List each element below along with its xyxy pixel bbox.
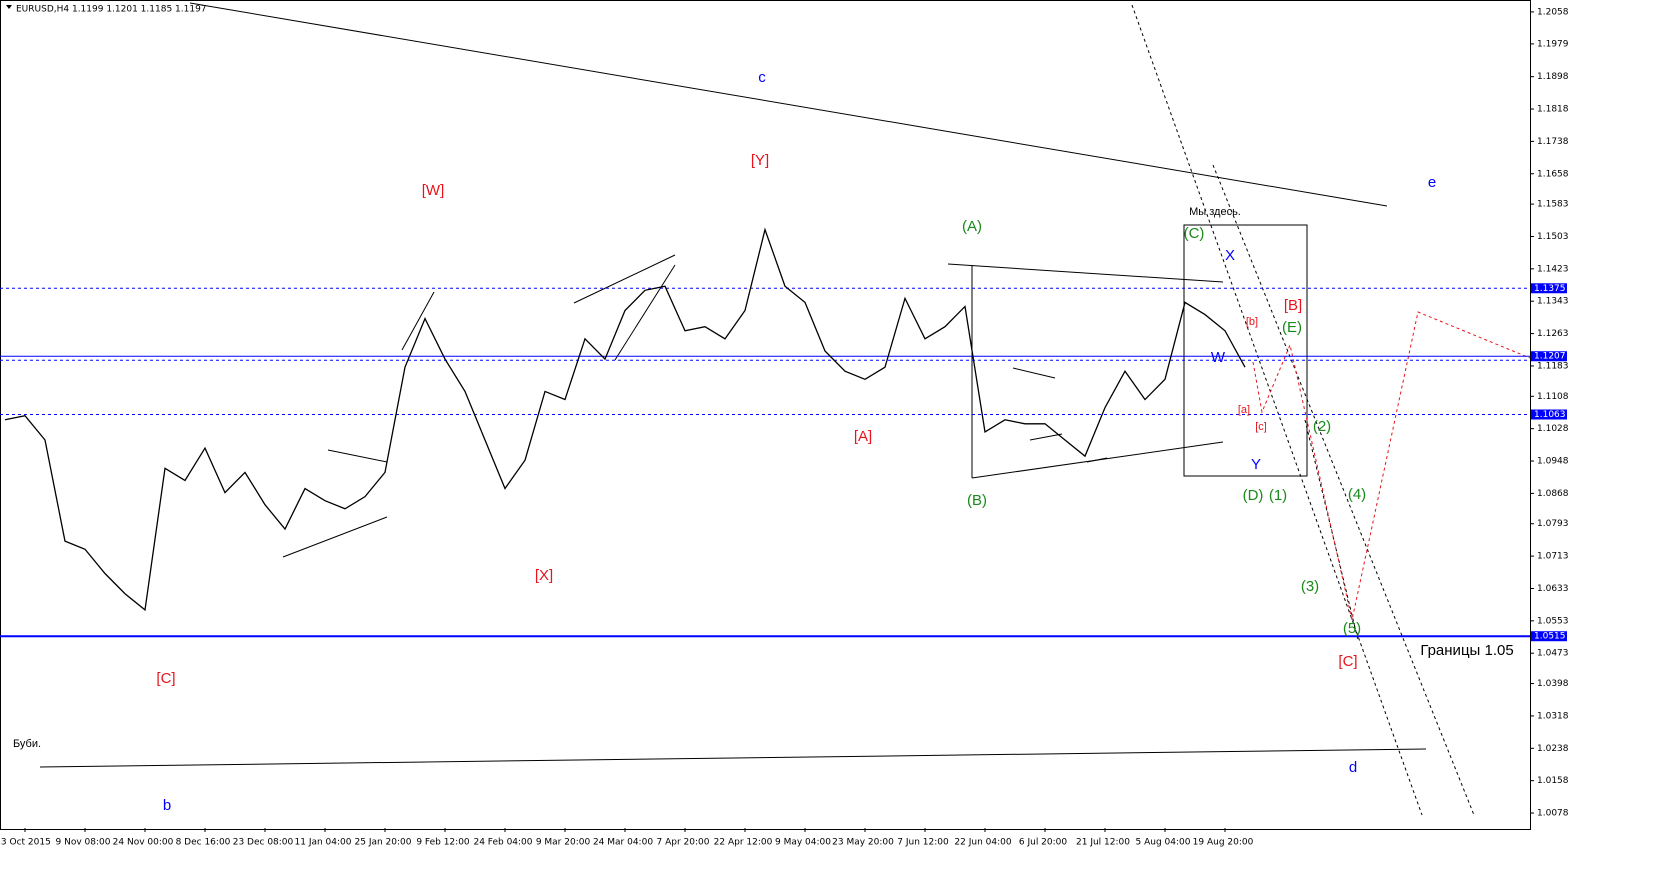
x-tick-label: 22 Apr 12:00	[714, 838, 773, 848]
projection-path	[1252, 311, 1531, 621]
x-tick-label: 23 Oct 2015	[0, 838, 51, 848]
wave-label: [Y]	[751, 152, 769, 169]
y-tick-label: 1.1108	[1537, 392, 1569, 402]
x-tick-label: 24 Feb 04:00	[473, 838, 532, 848]
wave-label: (5)	[1343, 620, 1361, 637]
wave-label: W	[1211, 349, 1226, 366]
level-tag	[1531, 409, 1567, 420]
wave-label: [A]	[854, 428, 872, 445]
wave-label: [C]	[156, 670, 175, 687]
wave-label: [a]	[1238, 404, 1250, 416]
wave-label: (D)	[1243, 487, 1264, 504]
wave-label: X	[1225, 247, 1235, 264]
wave-label: b	[163, 797, 171, 814]
dynamic-layer: 1.2058 1.1979 1.1898 1.1818 1.1738 1.1658 1.15…	[0, 7, 1569, 848]
x-tick-label: 9 Mar 20:00	[536, 838, 591, 848]
wave-label: c	[758, 69, 766, 86]
y-tick-label: 1.1738	[1537, 137, 1569, 147]
x-tick-label: 9 Nov 08:00	[56, 838, 111, 848]
wave-label: (B)	[967, 492, 987, 509]
wave-label: (C)	[1184, 225, 1205, 242]
x-tick-label: 24 Nov 00:00	[113, 838, 174, 848]
level-label: 1.1375	[1534, 284, 1566, 294]
y-tick-label: 1.2058	[1537, 7, 1569, 17]
x-tick-label: 7 Apr 20:00	[657, 838, 710, 848]
y-tick-label: 1.0238	[1537, 744, 1569, 754]
wave-label: [X]	[535, 567, 553, 584]
y-tick-label: 1.1898	[1537, 72, 1569, 82]
y-tick-label: 1.0793	[1537, 519, 1569, 529]
y-tick-label: 1.0398	[1537, 679, 1569, 689]
y-tick-label: 1.1343	[1537, 297, 1569, 307]
x-tick-label: 11 Jan 04:00	[295, 838, 352, 848]
y-tick-label: 1.0713	[1537, 552, 1569, 562]
price-line	[4, 227, 1246, 612]
x-tick-label: 24 Mar 04:00	[593, 838, 653, 848]
y-tick-label: 1.1423	[1537, 264, 1569, 274]
menu-arrow	[6, 5, 12, 9]
y-tick-label: 1.0633	[1537, 584, 1569, 594]
wave-label: Мы здесь.	[1189, 206, 1241, 218]
y-tick-label: 1.1818	[1537, 105, 1569, 115]
level-tag	[1531, 283, 1567, 294]
y-tick-label: 1.0553	[1537, 616, 1569, 626]
x-tick-label: 8 Dec 16:00	[176, 838, 231, 848]
x-tick-label: 6 Jul 20:00	[1019, 838, 1068, 848]
x-tick-label: 5 Aug 04:00	[1136, 838, 1191, 848]
y-tick-label: 1.0318	[1537, 711, 1569, 721]
level-tag	[1531, 631, 1567, 642]
wave-label: (4)	[1348, 486, 1366, 503]
x-tick-label: 23 Dec 08:00	[233, 838, 294, 848]
wave-label: Границы 1.05	[1420, 642, 1513, 659]
level-label: 1.1063	[1534, 410, 1566, 420]
wave-label: (E)	[1282, 319, 1302, 336]
wave-label: [B]	[1284, 297, 1302, 314]
y-tick-label: 1.1979	[1537, 39, 1569, 49]
y-tick-label: 1.1028	[1537, 424, 1569, 434]
wave-label: Буби.	[13, 738, 41, 750]
x-tick-label: 21 Jul 12:00	[1076, 838, 1130, 848]
wave-label: (A)	[962, 218, 982, 235]
wave-label: [W]	[422, 182, 445, 199]
y-tick-label: 1.1183	[1537, 361, 1569, 371]
x-tick-label: 9 May 04:00	[775, 838, 831, 848]
y-tick-label: 1.0868	[1537, 489, 1569, 499]
wave-label: [C]	[1338, 653, 1357, 670]
x-tick-label: 25 Jan 20:00	[355, 838, 412, 848]
chart-title: EURUSD,H4 1.1199 1.1201 1.1185 1.1197	[16, 5, 207, 15]
wave-label: e	[1428, 174, 1436, 191]
y-tick-label: 1.0158	[1537, 776, 1569, 786]
level-tag	[1531, 351, 1567, 362]
x-tick-label: 19 Aug 20:00	[1193, 838, 1254, 848]
y-tick-label: 1.0078	[1537, 809, 1569, 819]
wave-label: (1)	[1269, 487, 1287, 504]
wave-label: d	[1349, 759, 1357, 776]
trend-lines	[39, 2, 1427, 768]
channel-lines	[1131, 4, 1475, 816]
y-tick-label: 1.1263	[1537, 329, 1569, 339]
y-tick-label: 1.1658	[1537, 169, 1569, 179]
y-tick-label: 1.1503	[1537, 232, 1569, 242]
wave-label: [c]	[1255, 421, 1267, 433]
wave-label: [b]	[1246, 316, 1258, 328]
wave-label: (2)	[1313, 418, 1331, 435]
x-tick-label: 9 Feb 12:00	[416, 838, 470, 848]
x-tick-label: 7 Jun 12:00	[897, 838, 949, 848]
level-label: 1.0515	[1534, 632, 1566, 642]
x-tick-label: 23 May 20:00	[832, 838, 894, 848]
y-tick-label: 1.0948	[1537, 457, 1569, 467]
y-tick-label: 1.0473	[1537, 649, 1569, 659]
y-tick-label: 1.1583	[1537, 200, 1569, 210]
wave-label: Y	[1251, 456, 1261, 473]
wave-label: (3)	[1301, 578, 1319, 595]
x-tick-label: 22 Jun 04:00	[954, 838, 1011, 848]
level-label: 1.1207	[1534, 352, 1566, 362]
